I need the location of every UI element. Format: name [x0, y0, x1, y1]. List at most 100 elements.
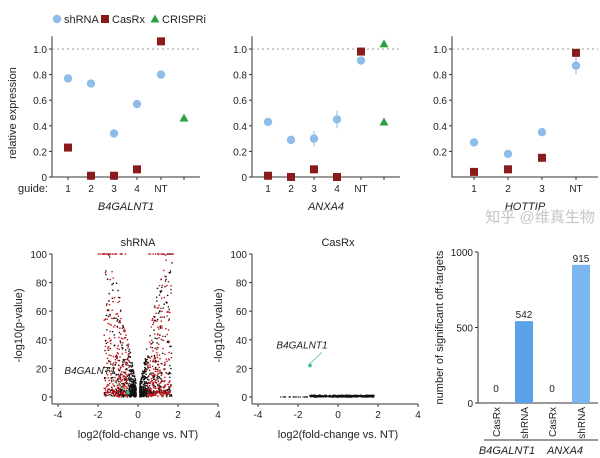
volcano-point [167, 319, 170, 322]
volcano-point [156, 287, 159, 290]
volcano-point [114, 364, 117, 366]
volcano-point [127, 346, 129, 349]
volcano-point [145, 360, 147, 363]
volcano-point [163, 386, 165, 388]
volcano-point [109, 315, 111, 317]
volcano-point [126, 362, 129, 364]
volcano-point [156, 318, 159, 321]
volcano-point [149, 335, 151, 337]
volcano-point [111, 253, 114, 255]
volcano-point [169, 386, 171, 389]
volcano-point [104, 387, 107, 389]
volcano-point [117, 375, 120, 377]
highlight-point [308, 363, 312, 368]
volcano-point [108, 337, 111, 340]
volcano-point [120, 388, 122, 390]
volcano-point [159, 357, 161, 360]
volcano-point [121, 379, 123, 382]
volcano-point [158, 284, 161, 287]
y-tick-label: 60 [36, 307, 48, 318]
volcano-point [170, 383, 172, 386]
volcano-point [122, 329, 125, 332]
volcano-point [161, 327, 163, 329]
volcano-point [119, 377, 122, 379]
volcano-point [130, 368, 133, 371]
volcano-point [167, 392, 169, 395]
volcano-point [163, 361, 166, 364]
volcano-point [126, 387, 129, 390]
volcano-point [164, 389, 166, 392]
volcano-point [159, 377, 161, 379]
volcano-point [112, 390, 115, 393]
volcano-point [124, 392, 127, 395]
volcano-point [120, 317, 122, 320]
volcano-point [126, 382, 128, 384]
volcano-point [104, 389, 107, 391]
volcano-point [172, 253, 174, 255]
bar-category-label: shRNA [520, 407, 531, 439]
volcano-point [322, 395, 325, 397]
volcano-point [107, 389, 109, 392]
volcano-point [152, 376, 155, 378]
x-tick-label: -2 [94, 410, 103, 421]
annotation-label: B4GALNT1 [64, 366, 115, 377]
volcano-point [122, 347, 124, 350]
volcano-point [166, 253, 169, 255]
point-shRNA [109, 129, 119, 138]
volcano-point [106, 341, 109, 344]
volcano-point [168, 340, 170, 342]
volcano-point [351, 394, 354, 397]
volcano-point [304, 396, 307, 398]
volcano-point [366, 395, 368, 398]
volcano-point [144, 390, 147, 393]
volcano-point [120, 392, 123, 394]
group-label: B4GALNT1 [479, 445, 535, 457]
volcano-point [163, 380, 166, 383]
volcano-point [117, 315, 120, 317]
y-axis-label: relative expression [7, 67, 19, 159]
volcano-point [115, 394, 117, 396]
point-shRNA [86, 79, 96, 88]
volcano-point [112, 282, 115, 285]
volcano-point [161, 362, 163, 365]
volcano-point [125, 380, 128, 383]
volcano-point [108, 354, 111, 356]
volcano-point [121, 253, 123, 255]
volcano-point [152, 323, 154, 326]
point-CasRx [64, 143, 72, 152]
y-tick-label: 0 [467, 399, 473, 410]
volcano-point [119, 333, 122, 335]
bar-shRNA [572, 264, 590, 403]
volcano-point [153, 315, 155, 318]
volcano-point [99, 253, 101, 255]
volcano-point [121, 361, 124, 363]
volcano-point [159, 391, 162, 393]
volcano-point [142, 372, 145, 374]
data-points [279, 394, 375, 398]
volcano-point [119, 378, 122, 381]
volcano-point [141, 385, 144, 388]
volcano-point [342, 396, 345, 398]
volcano-point [119, 320, 121, 322]
volcano-point [151, 318, 154, 320]
volcano-point [166, 294, 169, 297]
volcano-point [149, 364, 151, 366]
highlight-point [126, 390, 130, 395]
volcano-point [143, 380, 146, 383]
volcano-point [152, 372, 155, 375]
volcano-point [110, 380, 113, 383]
volcano-point [114, 380, 117, 382]
volcano-point [158, 328, 160, 330]
volcano-point [116, 312, 119, 315]
y-tick-label: 100 [230, 250, 247, 261]
volcano-point [107, 309, 110, 311]
volcano-point [111, 317, 113, 320]
volcano-point [166, 315, 168, 317]
volcano-point [111, 297, 114, 300]
volcano-point [145, 376, 148, 379]
y-tick-label: 1.0 [33, 45, 47, 56]
axes-0 [51, 36, 200, 178]
volcano-point [124, 336, 127, 339]
volcano-point [119, 396, 121, 398]
volcano-point [134, 389, 137, 391]
